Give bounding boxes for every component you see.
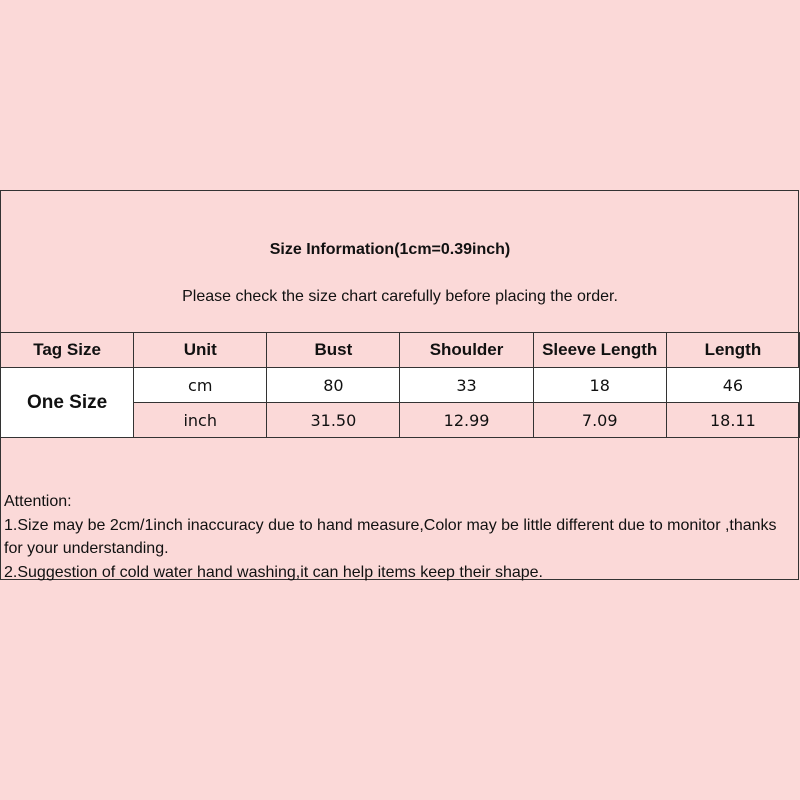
note-item: 1.Size may be 2cm/1inch inaccuracy due t…	[4, 516, 777, 558]
unit-cell: cm	[133, 367, 268, 403]
value-cell: 18.11	[665, 402, 800, 438]
header-sleeve-length: Sleeve Length	[532, 332, 667, 368]
note-item: 2.Suggestion of cold water hand washing,…	[4, 563, 543, 581]
table-row: One Size cm 80 33 18 46	[0, 367, 800, 438]
size-info-subtitle: Please check the size chart carefully be…	[182, 288, 618, 305]
value-cell: 33	[399, 367, 534, 403]
unit-cell: inch	[133, 402, 268, 438]
header-unit: Unit	[133, 332, 268, 368]
value-cell: 46	[665, 367, 800, 403]
tag-size-cell: One Size	[0, 367, 135, 438]
table-row: inch 31.50 12.99 7.09 18.11	[1, 402, 800, 438]
size-info-title: Size Information(1cm=0.39inch)	[269, 241, 511, 258]
header-shoulder: Shoulder	[399, 332, 534, 368]
table-header-row: Tag Size Unit Bust Shoulder Sleeve Lengt…	[0, 332, 800, 368]
size-table: Tag Size Unit Bust Shoulder Sleeve Lengt…	[0, 332, 800, 438]
notes-heading: Attention:	[4, 493, 72, 510]
value-cell: 31.50	[266, 402, 401, 438]
value-cell: 7.09	[532, 402, 667, 438]
value-cell: 12.99	[399, 402, 534, 438]
value-cell: 18	[532, 367, 667, 403]
attention-notes: Attention: 1.Size may be 2cm/1inch inacc…	[4, 490, 794, 584]
header-length: Length	[665, 332, 800, 368]
header-bust: Bust	[266, 332, 401, 368]
header-tag-size: Tag Size	[0, 332, 135, 368]
value-cell: 80	[266, 367, 401, 403]
